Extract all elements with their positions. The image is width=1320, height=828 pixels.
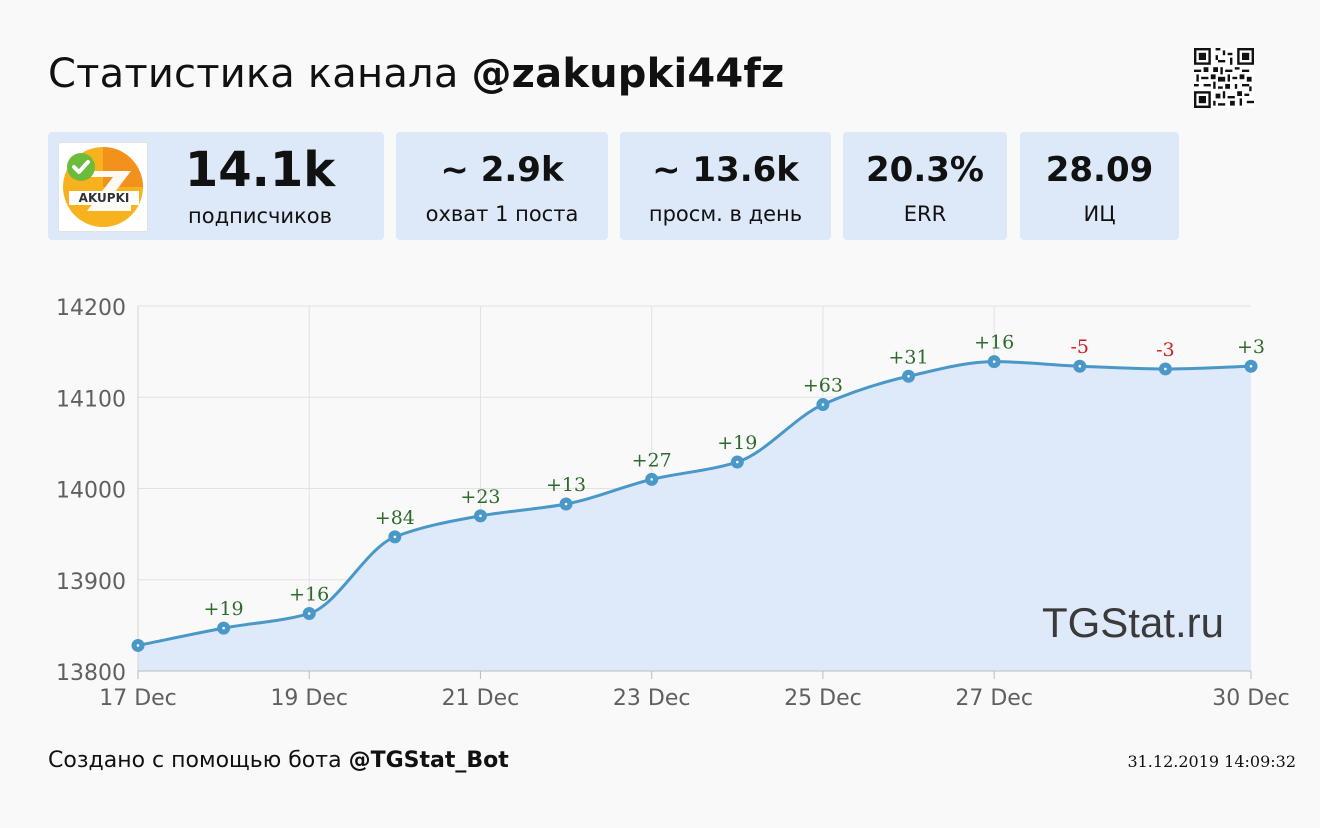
x-tick-label: 30 Dec — [1212, 686, 1290, 711]
x-tick-label: 27 Dec — [955, 686, 1033, 711]
data-label: +19 — [204, 598, 244, 620]
footer-timestamp: 31.12.2019 14:09:32 — [1127, 752, 1296, 771]
svg-text:AKUPKI: AKUPKI — [79, 191, 130, 205]
data-point-center — [479, 514, 482, 518]
stat-card-err: 20.3% ERR — [843, 132, 1007, 240]
data-point-center — [1164, 367, 1167, 371]
data-label: -5 — [1071, 336, 1090, 358]
area-fill — [138, 361, 1251, 671]
stat-value: ~ 2.9k — [440, 150, 564, 190]
data-label: +3 — [1237, 336, 1265, 358]
page-title: Статистика канала @zakupki44fz — [48, 48, 785, 100]
stat-label: просм. в день — [648, 202, 803, 226]
stat-label: охват 1 поста — [425, 202, 579, 226]
watermark: TGStat.ru — [1042, 599, 1224, 646]
data-point-center — [1249, 364, 1253, 368]
x-tick-label: 25 Dec — [784, 686, 862, 711]
title-prefix: Статистика канала — [48, 51, 459, 97]
x-tick-label: 23 Dec — [613, 686, 691, 711]
stat-card-reach: ~ 2.9k охват 1 поста — [396, 132, 608, 240]
y-tick-label: 13900 — [56, 570, 126, 595]
data-label: +16 — [974, 332, 1014, 354]
y-tick-label: 14000 — [56, 479, 126, 504]
stat-value: 14.1k — [184, 142, 336, 198]
stat-card-citation-index: 28.09 ИЦ — [1020, 132, 1179, 240]
stat-label: подписчиков — [188, 204, 332, 228]
data-label: +31 — [888, 346, 928, 368]
stat-label: ERR — [903, 202, 947, 226]
data-label: +27 — [632, 449, 672, 471]
data-point-center — [393, 535, 397, 539]
data-point-center — [650, 478, 653, 481]
stat-value: 20.3% — [866, 150, 984, 190]
data-point-center — [222, 626, 225, 630]
data-point-center — [307, 612, 311, 615]
data-label: +19 — [717, 432, 757, 454]
data-label: +13 — [546, 474, 586, 496]
data-point-center — [1078, 364, 1082, 368]
x-tick-label: 19 Dec — [270, 686, 348, 711]
footer-credit: Создано с помощью бота @TGStat_Bot — [48, 746, 509, 776]
data-point-center — [136, 644, 140, 647]
y-tick-label: 13800 — [56, 661, 126, 686]
channel-handle[interactable]: @zakupki44fz — [471, 51, 785, 97]
qr-code-icon — [1194, 48, 1254, 108]
stat-card-daily-views: ~ 13.6k просм. в день — [620, 132, 831, 240]
stat-value: ~ 13.6k — [652, 150, 799, 190]
y-tick-label: 14200 — [56, 296, 126, 321]
x-tick-label: 17 Dec — [99, 686, 177, 711]
data-label: -3 — [1156, 339, 1175, 361]
data-label: +63 — [803, 375, 843, 397]
stat-value: 28.09 — [1045, 150, 1154, 190]
x-tick-label: 21 Dec — [442, 686, 520, 711]
data-point-center — [564, 502, 568, 506]
series-line — [137, 360, 1252, 647]
channel-avatar: AKUPKI — [58, 142, 148, 232]
bot-link[interactable]: @TGStat_Bot — [348, 748, 509, 773]
data-label: +84 — [375, 507, 415, 529]
data-label: +23 — [460, 486, 500, 508]
data-point-center — [821, 403, 825, 406]
footer-prefix: Создано с помощью бота — [48, 748, 342, 773]
data-label: +16 — [289, 584, 329, 606]
data-point-center — [992, 360, 996, 363]
data-point-center — [736, 460, 739, 464]
zakupki-logo-icon: AKUPKI — [63, 147, 143, 227]
stat-label: ИЦ — [1083, 202, 1116, 226]
y-tick-label: 14100 — [56, 387, 126, 412]
data-point-center — [907, 374, 910, 378]
